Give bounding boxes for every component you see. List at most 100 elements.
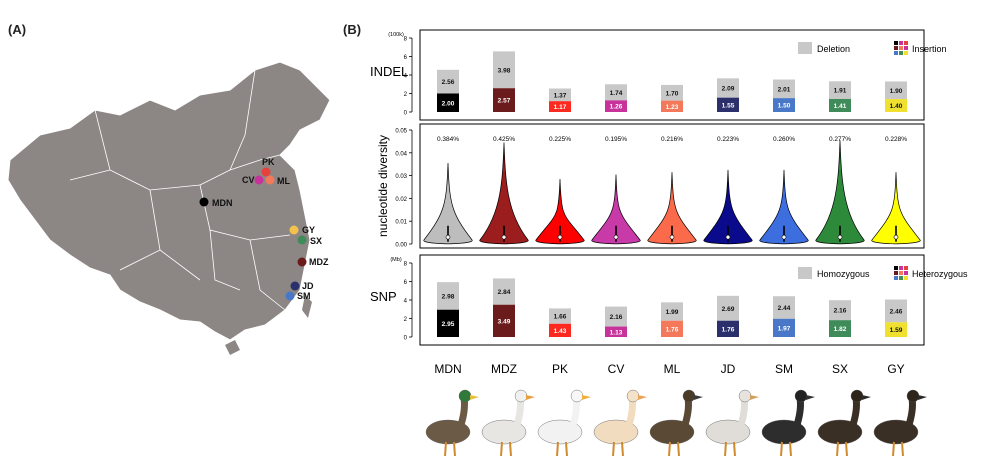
violin-panel: 0.00 0.01 0.02 0.03 0.04 0.05 nucleotide diver… [376,123,925,249]
snp-bar-upper-sx [829,300,851,321]
snp-bar-lower-sm [773,318,795,337]
violin-ylabel: nucleotide diversity [376,135,390,237]
snp-bar-lower-mdn [437,309,459,337]
snp-unit-label: (Mb) [390,257,401,263]
snp-bar-upper-pk [549,308,571,324]
snp-label-upper-pk: 1.66 [554,314,567,321]
site-label-ml: ML [277,176,290,186]
category-label-sm: SM [775,362,793,376]
site-label-pk: PK [262,157,275,167]
indel-label-lower-jd: 1.55 [722,102,735,109]
violin-mdn [423,163,473,245]
indel-bar-lower-gy [885,99,907,112]
map-island [225,340,240,355]
violin-ytick: 0.00 [395,243,407,249]
violin-mean-label-jd: 0.223% [717,136,739,143]
indel-label-lower-pk: 1.17 [554,104,567,111]
site-marker-mdz [297,257,307,267]
violin-median-ml [669,234,675,240]
snp-bar-lower-gy [885,322,907,337]
snp-bar-upper-mdn [437,282,459,310]
site-label-cv: CV [242,175,255,185]
violin-mean-label-sm: 0.260% [773,136,795,143]
indel-bar-upper-ml [661,84,683,101]
indel-label-lower-mdn: 2.00 [442,100,455,107]
site-marker-cv [254,175,264,185]
snp-bar-lower-mdz [493,304,515,337]
snp-bar-lower-sx [829,320,851,337]
snp-label-upper-ml: 1.99 [666,309,679,316]
indel-bar-upper-mdn [437,69,459,94]
panel-b-label: (B) [343,22,362,37]
figure-panel-b: 02468(100k)INDEL2.562.003.982.571.371.17… [370,29,968,457]
map-landmass [7,61,331,341]
violin-mean-label-cv: 0.195% [605,136,627,143]
indel-label-upper-ml: 1.70 [666,90,679,97]
site-label-mdn: MDN [212,198,233,208]
duck-cv [593,389,647,457]
category-label-mdn: MDN [434,362,461,376]
snp-label-upper-mdn: 2.98 [442,293,455,300]
indel-row-label: INDEL [370,64,408,79]
snp-bar-upper-cv [605,306,627,327]
violin-median-gy [893,234,899,240]
indel-label-lower-cv: 1.26 [610,104,623,111]
snp-label-lower-sx: 1.82 [834,326,847,333]
duck-mdz [481,389,535,457]
indel-label-upper-gy: 1.90 [890,88,903,95]
site-label-gy: GY [302,225,315,235]
snp-label-upper-jd: 2.69 [722,306,735,313]
indel-bar-upper-sm [773,79,795,99]
indel-bar-upper-sx [829,81,851,99]
violin-median-sm [781,234,787,240]
snp-label-lower-sm: 1.97 [778,325,791,332]
snp-label-upper-sx: 2.16 [834,308,847,315]
snp-frame [419,254,925,346]
indel-label-lower-mdz: 2.57 [498,98,511,105]
category-label-pk: PK [552,362,568,376]
indel-frame [419,29,925,121]
snp-bar-lower-jd [717,320,739,337]
indel-ytick: 6 [404,55,408,61]
indel-bar-lower-sx [829,98,851,112]
snp-bar-lower-ml [661,320,683,337]
site-label-sm: SM [297,291,311,301]
snp-label-lower-cv: 1.13 [610,329,623,336]
site-marker-sx [297,235,307,245]
violin-ytick: 0.03 [395,174,407,180]
violin-cv [591,174,641,245]
indel-bar-upper-mdz [493,51,515,89]
province-borders [69,69,291,311]
indel-bar-upper-gy [885,81,907,100]
site-marker-ml [265,175,275,185]
indel-label-upper-jd: 2.09 [722,85,735,92]
indel-label-lower-gy: 1.40 [890,103,903,110]
violin-frame [419,123,925,249]
indel-bar-upper-cv [605,84,627,101]
snp-bar-lower-pk [549,323,571,337]
duck-jd [705,389,759,457]
site-marker-gy [289,225,299,235]
site-label-sx: SX [310,236,322,246]
snp-bar-upper-mdz [493,278,515,305]
violin-mean-label-gy: 0.228% [885,136,907,143]
snp-row-label: SNP [370,289,397,304]
category-label-mdz: MDZ [491,362,517,376]
indel-legend-swatch-gray [798,42,812,54]
violin-mean-label-ml: 0.216% [661,136,683,143]
indel-bar-lower-jd [717,97,739,112]
snp-legend-label-1: Homozygous [817,269,870,279]
snp-ytick: 2 [404,317,408,323]
violin-median-jd [725,234,731,240]
duck-pk [537,389,591,457]
snp-label-lower-ml: 1.76 [666,326,679,333]
violin-sx [815,140,865,245]
category-label-gy: GY [887,362,904,376]
indel-label-lower-sx: 1.41 [834,103,847,110]
indel-label-upper-cv: 1.74 [610,90,623,97]
violin-ytick: 0.02 [395,197,407,203]
duck-illustrations [425,389,927,457]
indel-bar-lower-mdz [493,88,515,112]
duck-sm [761,389,815,457]
